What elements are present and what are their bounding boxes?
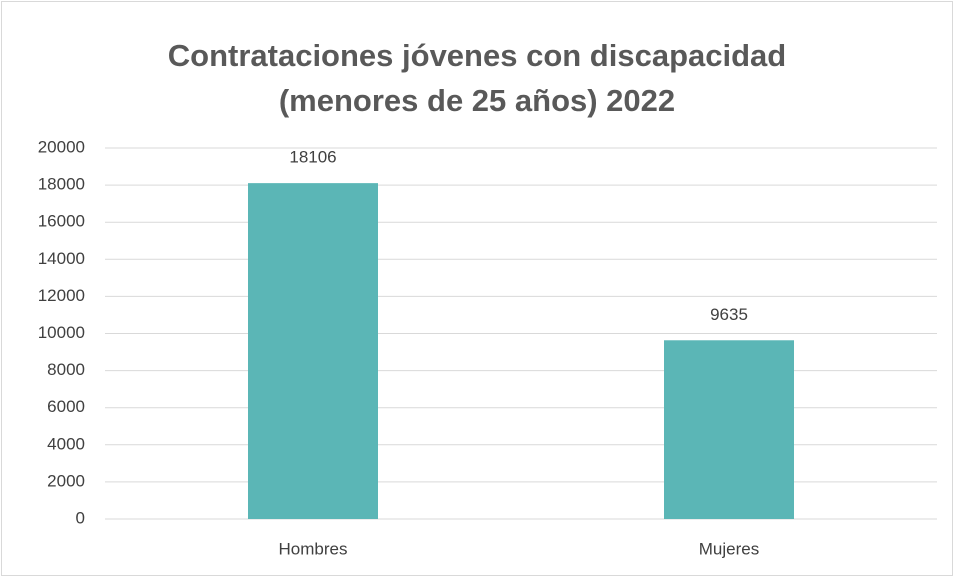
y-tick-label: 8000: [47, 360, 85, 379]
data-label: 18106: [289, 148, 336, 167]
y-tick-label: 18000: [38, 175, 85, 194]
bar: [664, 340, 794, 519]
y-tick-label: 0: [76, 508, 85, 527]
data-label: 9635: [710, 305, 748, 324]
x-tick-label: Hombres: [279, 539, 348, 558]
y-tick-label: 2000: [47, 471, 85, 490]
y-tick-label: 16000: [38, 212, 85, 231]
y-tick-label: 12000: [38, 286, 85, 305]
chart-title: Contrataciones jóvenes con discapacidad: [168, 38, 786, 73]
bar: [248, 183, 378, 519]
y-tick-label: 14000: [38, 249, 85, 268]
y-tick-label: 6000: [47, 397, 85, 416]
y-tick-label: 10000: [38, 323, 85, 342]
x-tick-label: Mujeres: [699, 539, 759, 558]
chart-title: (menores de 25 años) 2022: [279, 83, 675, 118]
y-tick-label: 4000: [47, 434, 85, 453]
y-tick-label: 20000: [38, 137, 85, 156]
